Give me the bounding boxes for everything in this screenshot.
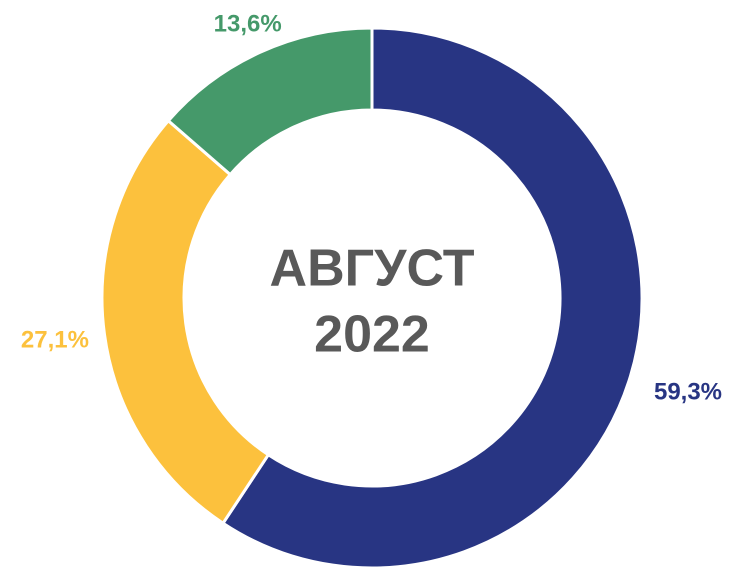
donut-slice bbox=[220, 26, 644, 570]
value-label: 13,6% bbox=[214, 10, 282, 37]
donut-slice bbox=[100, 118, 271, 526]
center-label: 2022 bbox=[314, 306, 430, 364]
donut-slice bbox=[166, 26, 374, 177]
center-label: АВГУСТ bbox=[270, 240, 475, 298]
value-label: 59,3% bbox=[654, 378, 722, 405]
value-label: 27,1% bbox=[21, 326, 89, 353]
